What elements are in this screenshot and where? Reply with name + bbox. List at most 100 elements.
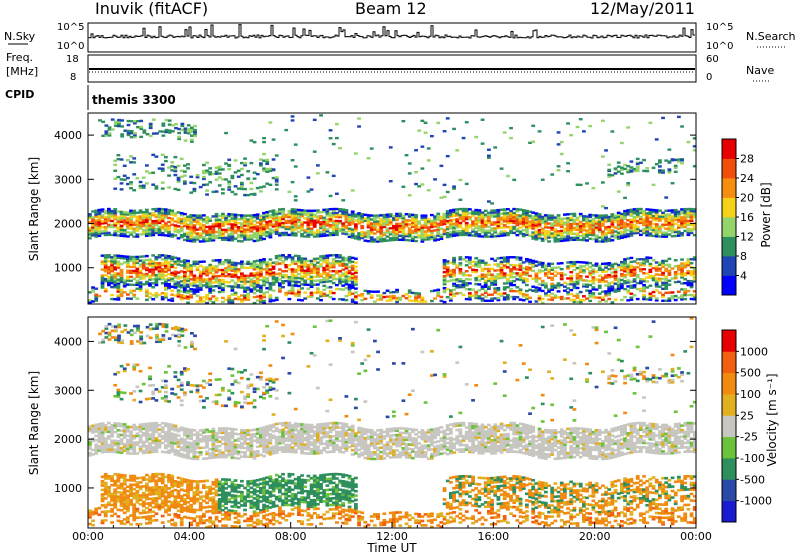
power-cell bbox=[635, 167, 640, 171]
power-cell bbox=[151, 266, 156, 269]
power-cell bbox=[521, 281, 526, 284]
power-cell bbox=[430, 235, 434, 239]
power-cell bbox=[667, 263, 672, 267]
power-cell bbox=[293, 220, 298, 223]
power-cell bbox=[591, 278, 596, 281]
power-cell bbox=[284, 279, 289, 283]
power-cell bbox=[585, 223, 589, 226]
power-cell bbox=[461, 233, 466, 237]
velocity-cell bbox=[141, 440, 146, 444]
power-cell bbox=[540, 281, 545, 285]
power-cell bbox=[214, 281, 219, 284]
power-cell bbox=[243, 262, 247, 266]
power-cell bbox=[575, 294, 580, 298]
power-cell bbox=[338, 210, 342, 213]
velocity-cell bbox=[167, 442, 171, 446]
power-cell bbox=[290, 290, 295, 293]
power-cell bbox=[148, 292, 152, 295]
power-cell bbox=[214, 178, 219, 181]
power-cell bbox=[354, 225, 358, 228]
power-cell bbox=[316, 269, 320, 272]
power-cell bbox=[369, 224, 374, 227]
power-cell bbox=[559, 152, 564, 156]
power-cell bbox=[506, 233, 510, 237]
power-cell bbox=[262, 268, 266, 271]
power-cell bbox=[179, 227, 184, 231]
power-cell bbox=[518, 256, 523, 260]
power-cell bbox=[259, 226, 263, 230]
power-cell bbox=[417, 236, 422, 239]
power-cell bbox=[110, 213, 114, 217]
power-cell bbox=[138, 281, 143, 284]
power-cell bbox=[122, 211, 127, 214]
power-cell bbox=[426, 228, 431, 231]
power-cell bbox=[271, 176, 276, 180]
power-cell bbox=[309, 259, 314, 263]
power-cell bbox=[525, 227, 529, 231]
power-cell bbox=[240, 183, 244, 187]
beam-title: Beam 12 bbox=[355, 0, 427, 18]
power-cell bbox=[344, 259, 349, 262]
power-cell bbox=[126, 231, 130, 234]
power-cell bbox=[217, 184, 222, 187]
power-cell bbox=[126, 221, 130, 224]
power-cell bbox=[122, 230, 127, 234]
power-cell bbox=[113, 120, 118, 123]
velocity-cell bbox=[100, 448, 105, 452]
power-cell bbox=[401, 119, 406, 123]
power-cell bbox=[328, 286, 333, 289]
power-cell bbox=[179, 175, 184, 178]
power-cell bbox=[240, 286, 244, 289]
power-cell bbox=[550, 288, 555, 291]
power-cell bbox=[341, 278, 346, 281]
power-cell bbox=[556, 214, 561, 217]
power-cell bbox=[502, 258, 507, 261]
velocity-cell bbox=[97, 444, 102, 448]
power-cell bbox=[126, 131, 131, 135]
power-cell bbox=[651, 234, 656, 238]
power-cell bbox=[404, 220, 409, 224]
power-cell bbox=[683, 209, 688, 213]
power-cell bbox=[335, 277, 339, 281]
power-cell bbox=[604, 216, 608, 219]
power-cell bbox=[651, 183, 656, 187]
power-cell bbox=[230, 217, 235, 220]
power-cell bbox=[195, 280, 200, 283]
power-cell bbox=[176, 217, 181, 220]
power-cell bbox=[474, 262, 479, 266]
power-cell bbox=[173, 220, 178, 223]
power-cell bbox=[189, 268, 194, 271]
power-cell bbox=[623, 280, 627, 283]
power-cell bbox=[198, 185, 203, 189]
power-cell bbox=[502, 131, 507, 134]
power-cell bbox=[553, 216, 558, 219]
power-cell bbox=[388, 233, 393, 236]
power-cell bbox=[471, 220, 475, 223]
power-cell bbox=[537, 219, 542, 222]
power-cell bbox=[236, 213, 241, 217]
power-cell bbox=[502, 226, 507, 229]
power-cell bbox=[211, 231, 216, 234]
power-cell bbox=[293, 268, 298, 271]
velocity-cell bbox=[88, 427, 92, 431]
power-cell bbox=[550, 276, 555, 279]
power-cell bbox=[369, 222, 374, 225]
power-cell bbox=[506, 217, 510, 221]
power-cell bbox=[148, 218, 152, 221]
power-cell bbox=[366, 222, 371, 225]
power-cell bbox=[319, 292, 323, 296]
power-cell bbox=[186, 237, 190, 240]
power-cell bbox=[126, 129, 131, 133]
power-cell bbox=[506, 282, 510, 285]
power-cell bbox=[268, 228, 273, 231]
power-cell bbox=[161, 122, 166, 125]
power-cell bbox=[281, 231, 285, 235]
power-cell bbox=[186, 235, 190, 238]
power-cell bbox=[126, 217, 130, 220]
power-cell bbox=[227, 236, 232, 240]
power-cell bbox=[559, 235, 564, 239]
velocity-cell bbox=[157, 428, 162, 431]
power-cell bbox=[192, 232, 197, 235]
power-cell bbox=[582, 223, 586, 226]
power-cell bbox=[382, 225, 387, 229]
